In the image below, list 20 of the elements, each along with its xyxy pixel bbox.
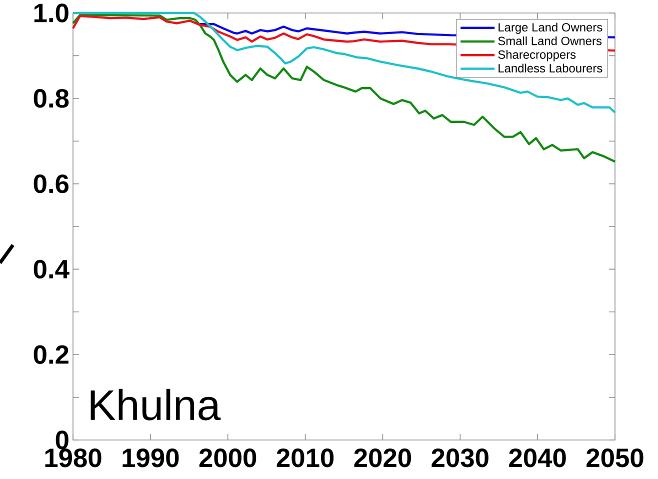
y-tick-label: 0.8 [34,89,69,108]
legend-label: Small Land Owners [498,36,602,46]
x-tick-label: 2030 [432,448,488,468]
legend-label: Large Land Owners [498,22,602,34]
y-tick-label: 0.2 [34,345,68,364]
legend-label: Landless Labourers [498,64,602,72]
line-series [72,14,616,163]
y-tick-label: 0.4 [34,260,70,279]
x-tick-label: 2020 [354,448,411,468]
y-tick-label: 0 [56,430,68,450]
x-tick-label: 2040 [509,448,566,468]
x-tick-label: 2000 [199,448,256,468]
x-tick-label: 2050 [586,448,644,468]
annotation: Khulna [90,388,221,420]
y-tick-label: 1.0 [34,4,68,22]
x-tick-label: 1990 [122,448,179,468]
x-tick-label: 1980 [45,448,102,468]
legend-label: Sharecroppers [498,50,576,62]
x-tick-label: 2010 [276,448,334,468]
y-tick-label: 0.6 [34,174,69,194]
